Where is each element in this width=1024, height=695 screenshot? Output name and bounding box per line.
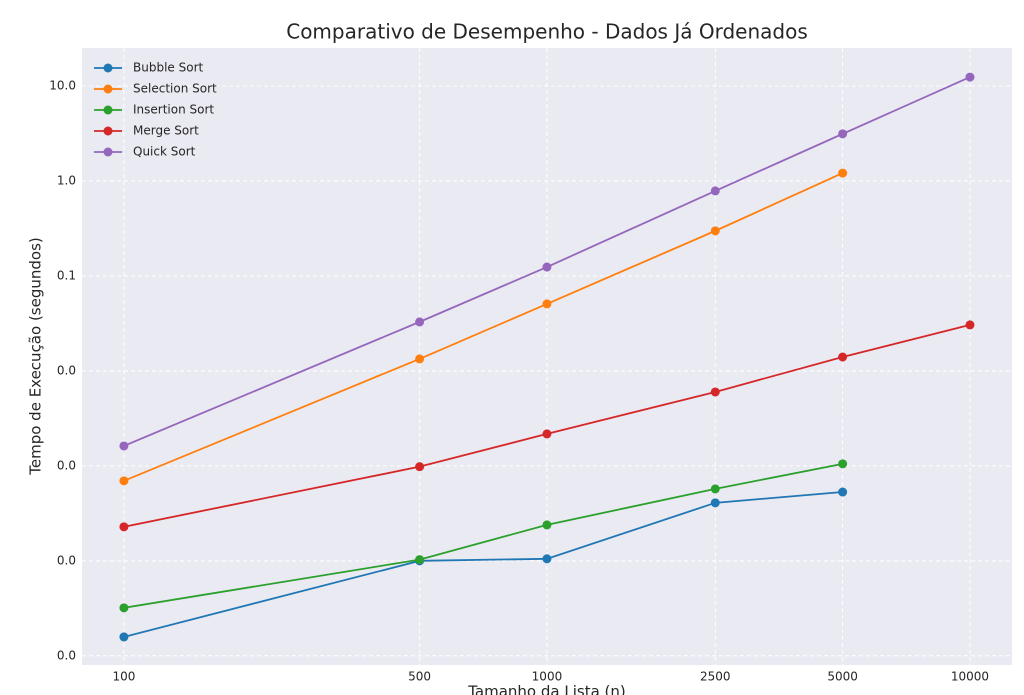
chart-title: Comparativo de Desempenho - Dados Já Ord…	[286, 20, 808, 44]
data-point	[838, 352, 848, 362]
series-line	[123, 324, 971, 528]
data-point	[838, 459, 848, 469]
y-tick-label: 0.1	[57, 268, 76, 282]
data-point	[710, 484, 720, 494]
data-point	[542, 429, 552, 439]
data-point	[119, 441, 129, 451]
data-point	[119, 476, 129, 486]
data-point	[542, 262, 552, 272]
data-point	[542, 554, 552, 564]
y-tick-label: 0.0	[57, 363, 76, 377]
series-line	[123, 76, 971, 447]
y-tick-label: 0.0	[57, 648, 76, 662]
data-point	[415, 317, 425, 327]
legend-label: Selection Sort	[133, 82, 217, 96]
x-tick-label: 10000	[951, 670, 989, 684]
data-point	[415, 555, 425, 565]
data-point	[119, 603, 129, 613]
x-tick-label: 1000	[532, 670, 563, 684]
legend-marker	[103, 63, 113, 73]
y-tick-label: 0.0	[57, 458, 76, 472]
data-point	[710, 498, 720, 508]
data-point	[710, 186, 720, 196]
legend-marker	[103, 147, 113, 157]
x-axis-label: Tamanho da Lista (n)	[467, 683, 626, 695]
data-point	[710, 226, 720, 236]
data-point	[838, 168, 848, 178]
legend-marker	[103, 105, 113, 115]
y-tick-label: 0.0	[57, 553, 76, 567]
x-tick-label: 2500	[700, 670, 731, 684]
x-tick-label: 5000	[827, 670, 858, 684]
data-point	[542, 299, 552, 309]
x-tick-label: 500	[408, 670, 431, 684]
data-point	[415, 462, 425, 472]
legend-label: Bubble Sort	[133, 61, 203, 75]
data-point	[415, 354, 425, 364]
data-point	[542, 520, 552, 530]
legend-label: Quick Sort	[133, 145, 196, 159]
legend-label: Insertion Sort	[133, 103, 214, 117]
data-point	[119, 632, 129, 642]
data-point	[965, 320, 975, 330]
data-point	[838, 129, 848, 139]
legend-marker	[103, 126, 113, 136]
data-point	[710, 387, 720, 397]
legend-label: Merge Sort	[133, 124, 199, 138]
data-point	[965, 72, 975, 82]
data-point	[838, 487, 848, 497]
legend-marker	[103, 84, 113, 94]
y-axis-label: Tempo de Execução (segundos)	[27, 237, 45, 476]
x-tick-label: 100	[112, 670, 135, 684]
y-tick-label: 1.0	[57, 173, 76, 187]
y-tick-label: 10.0	[49, 78, 76, 92]
data-point	[119, 522, 129, 532]
